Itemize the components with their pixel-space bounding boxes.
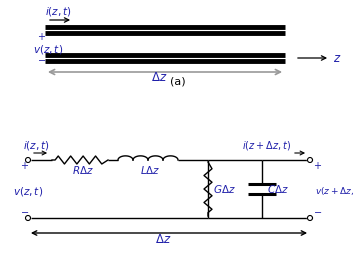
Text: $v(z, t)$: $v(z, t)$: [13, 184, 43, 198]
Text: $i(z, t)$: $i(z, t)$: [23, 140, 50, 152]
Text: $i(z, t)$: $i(z, t)$: [45, 5, 72, 19]
Text: (a): (a): [170, 76, 186, 86]
Text: $z$: $z$: [333, 52, 342, 65]
Text: $C\Delta z$: $C\Delta z$: [267, 183, 289, 195]
Text: $\Delta z$: $\Delta z$: [155, 233, 171, 246]
Polygon shape: [26, 215, 31, 221]
Polygon shape: [307, 215, 312, 221]
Text: $-$: $-$: [37, 54, 46, 64]
Text: $v(z, t)$: $v(z, t)$: [33, 43, 63, 55]
Text: $R\Delta z$: $R\Delta z$: [72, 164, 94, 176]
Text: +: +: [20, 161, 28, 171]
Text: $v(z + \Delta z, t)$: $v(z + \Delta z, t)$: [315, 185, 355, 197]
Text: +: +: [37, 32, 45, 42]
Text: $L\Delta z$: $L\Delta z$: [140, 164, 160, 176]
Text: $-$: $-$: [313, 206, 322, 216]
Text: $\Delta z$: $\Delta z$: [151, 71, 167, 84]
Text: $i(z +\Delta z, t)$: $i(z +\Delta z, t)$: [242, 140, 291, 152]
Text: +: +: [313, 161, 321, 171]
Text: $G\Delta z$: $G\Delta z$: [213, 183, 236, 195]
Polygon shape: [307, 157, 312, 163]
Polygon shape: [26, 157, 31, 163]
Text: $-$: $-$: [20, 206, 29, 216]
